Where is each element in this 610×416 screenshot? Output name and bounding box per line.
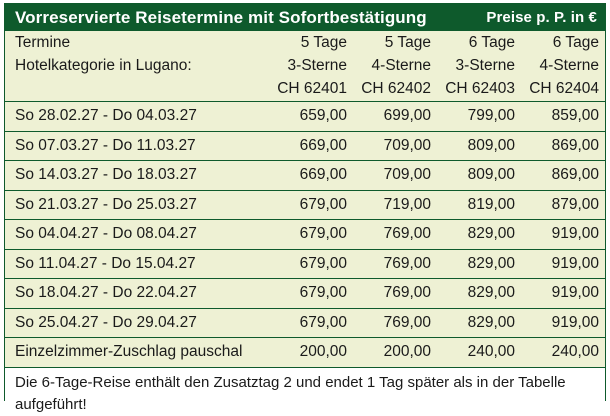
table-row: So 04.04.27 - Do 08.04.27 679,00 769,00 … bbox=[5, 220, 605, 250]
row-dates: So 25.04.27 - Do 29.04.27 bbox=[15, 313, 197, 331]
price-cell: 719,00 bbox=[383, 195, 431, 213]
price-cell: 869,00 bbox=[551, 136, 599, 154]
row-dates: So 28.02.27 - Do 04.03.27 bbox=[15, 107, 197, 125]
price-cell: 879,00 bbox=[551, 195, 599, 213]
row-dates: So 21.03.27 - Do 25.03.27 bbox=[15, 195, 197, 213]
row-dates: So 14.03.27 - Do 18.03.27 bbox=[15, 166, 197, 184]
category-col-4: 4-Sterne bbox=[539, 56, 599, 74]
price-cell: 919,00 bbox=[551, 254, 599, 272]
price-cell: 679,00 bbox=[299, 195, 347, 213]
price-cell: 769,00 bbox=[383, 225, 431, 243]
code-col-1: CH 62401 bbox=[277, 80, 347, 97]
price-cell: 829,00 bbox=[467, 313, 515, 331]
price-cell: 829,00 bbox=[467, 254, 515, 272]
row-dates: So 07.03.27 - Do 11.03.27 bbox=[15, 136, 196, 154]
price-cell: 709,00 bbox=[383, 136, 431, 154]
table-row: So 07.03.27 - Do 11.03.27 669,00 709,00 … bbox=[5, 131, 605, 161]
column-header-codes: CH 62401 CH 62402 CH 62403 CH 62404 bbox=[5, 77, 605, 102]
price-cell: 819,00 bbox=[467, 195, 515, 213]
code-col-2: CH 62402 bbox=[361, 80, 431, 97]
price-cell: 919,00 bbox=[551, 313, 599, 331]
table-row: So 11.04.27 - Do 15.04.27 679,00 769,00 … bbox=[5, 249, 605, 279]
code-col-4: CH 62404 bbox=[529, 80, 599, 97]
table-row: So 18.04.27 - Do 22.04.27 679,00 769,00 … bbox=[5, 279, 605, 309]
price-cell: 669,00 bbox=[299, 136, 347, 154]
price-cell: 679,00 bbox=[299, 313, 347, 331]
price-cell: 769,00 bbox=[383, 313, 431, 331]
surcharge-label: Einzelzimmer-Zuschlag pauschal bbox=[15, 343, 243, 361]
code-col-3: CH 62403 bbox=[445, 80, 515, 97]
surcharge-row: Einzelzimmer-Zuschlag pauschal 200,00 20… bbox=[5, 338, 605, 368]
price-cell: 859,00 bbox=[551, 107, 599, 125]
price-cell: 679,00 bbox=[299, 225, 347, 243]
duration-col-3: 6 Tage bbox=[468, 33, 515, 51]
row-dates: So 04.04.27 - Do 08.04.27 bbox=[15, 225, 197, 243]
termine-label: Termine bbox=[15, 33, 71, 51]
price-cell: 799,00 bbox=[467, 107, 515, 125]
price-table-panel: Vorreservierte Reisetermine mit Sofortbe… bbox=[4, 3, 606, 416]
price-cell: 769,00 bbox=[383, 254, 431, 272]
price-cell: 659,00 bbox=[299, 107, 347, 125]
price-cell: 699,00 bbox=[383, 107, 431, 125]
price-cell: 200,00 bbox=[299, 343, 347, 361]
price-cell: 679,00 bbox=[299, 284, 347, 302]
duration-col-2: 5 Tage bbox=[384, 33, 431, 51]
column-header-categories: Hotelkategorie in Lugano: 3-Sterne 4-Ste… bbox=[5, 54, 605, 77]
price-cell: 809,00 bbox=[467, 166, 515, 184]
price-cell: 869,00 bbox=[551, 166, 599, 184]
row-dates: So 18.04.27 - Do 22.04.27 bbox=[15, 284, 197, 302]
column-header-durations: Termine 5 Tage 5 Tage 6 Tage 6 Tage bbox=[5, 31, 605, 54]
price-cell: 829,00 bbox=[467, 225, 515, 243]
price-note: Preise p. P. in € bbox=[486, 9, 597, 26]
row-dates: So 11.04.27 - Do 15.04.27 bbox=[15, 254, 196, 272]
price-cell: 240,00 bbox=[467, 343, 515, 361]
price-cell: 919,00 bbox=[551, 225, 599, 243]
price-cell: 240,00 bbox=[551, 343, 599, 361]
duration-col-4: 6 Tage bbox=[552, 33, 599, 51]
category-col-2: 4-Sterne bbox=[371, 56, 431, 74]
hotel-category-label: Hotelkategorie in Lugano: bbox=[15, 56, 192, 74]
category-col-3: 3-Sterne bbox=[455, 56, 515, 74]
duration-col-1: 5 Tage bbox=[300, 33, 347, 51]
price-cell: 809,00 bbox=[467, 136, 515, 154]
table-row: So 21.03.27 - Do 25.03.27 679,00 719,00 … bbox=[5, 190, 605, 220]
price-cell: 919,00 bbox=[551, 284, 599, 302]
category-col-1: 3-Sterne bbox=[287, 56, 347, 74]
price-cell: 829,00 bbox=[467, 284, 515, 302]
price-cell: 709,00 bbox=[383, 166, 431, 184]
table-title: Vorreservierte Reisetermine mit Sofortbe… bbox=[15, 7, 427, 27]
price-cell: 679,00 bbox=[299, 254, 347, 272]
price-cell: 200,00 bbox=[383, 343, 431, 361]
price-cell: 769,00 bbox=[383, 284, 431, 302]
price-cell: 669,00 bbox=[299, 166, 347, 184]
table-row: So 14.03.27 - Do 18.03.27 669,00 709,00 … bbox=[5, 161, 605, 191]
table-row: So 25.04.27 - Do 29.04.27 679,00 769,00 … bbox=[5, 308, 605, 338]
table-row: So 28.02.27 - Do 04.03.27 659,00 699,00 … bbox=[5, 102, 605, 132]
table-header-bar: Vorreservierte Reisetermine mit Sofortbe… bbox=[5, 4, 605, 31]
footnote: Die 6-Tage-Reise enthält den Zusatztag 2… bbox=[5, 367, 605, 416]
